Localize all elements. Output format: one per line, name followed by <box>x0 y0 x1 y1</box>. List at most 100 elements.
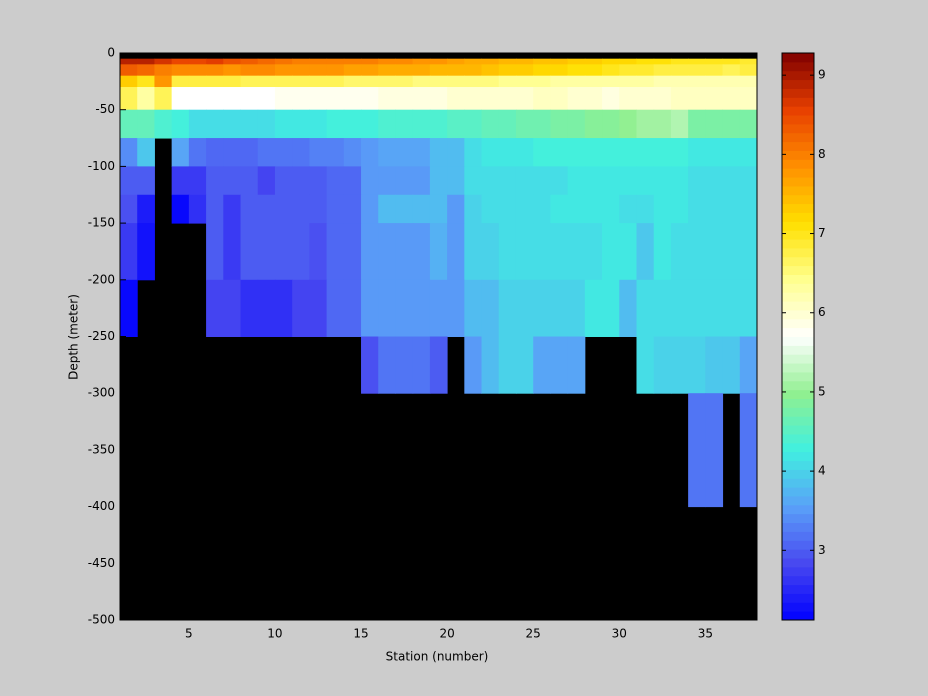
heatmap-cell <box>240 279 259 337</box>
heatmap-cell <box>464 194 483 224</box>
heatmap-cell <box>688 393 706 508</box>
heatmap-cell <box>395 87 414 111</box>
colorbar-swatch <box>782 354 814 364</box>
heatmap-cell <box>602 109 620 139</box>
heatmap-cell <box>361 109 379 139</box>
heatmap-cell <box>361 166 379 196</box>
heatmap-cell <box>223 223 242 281</box>
heatmap-cell <box>137 64 155 77</box>
x-tick-label: 30 <box>612 627 627 641</box>
heatmap-cell <box>240 138 259 167</box>
heatmap-cell <box>498 166 517 196</box>
heatmap-cell <box>722 223 741 281</box>
y-tick-label: -200 <box>88 272 115 286</box>
heatmap-cell <box>120 279 138 337</box>
colorbar-swatch <box>782 504 814 515</box>
x-tick-label: 20 <box>439 627 454 641</box>
heatmap-cell <box>722 109 741 139</box>
heatmap-cell <box>447 223 465 281</box>
heatmap-cell <box>533 336 551 394</box>
heatmap-cell <box>688 87 706 111</box>
heatmap-cell <box>447 194 465 224</box>
heatmap-cell <box>688 138 706 167</box>
heatmap-cell <box>498 279 517 337</box>
heatmap-cell <box>378 166 396 196</box>
colorbar-swatch <box>782 274 814 284</box>
heatmap-cell <box>120 58 138 65</box>
colorbar-swatch <box>782 478 814 488</box>
colorbar-swatch <box>782 141 814 151</box>
heatmap-cell <box>429 279 448 337</box>
heatmap-cell <box>584 138 603 167</box>
colorbar-swatch <box>782 602 814 612</box>
heatmap-cell <box>274 87 293 111</box>
heatmap-cell <box>326 87 345 111</box>
heatmap-cell <box>550 58 569 65</box>
heatmap-cell <box>257 64 276 77</box>
heatmap-cell <box>567 58 586 65</box>
heatmap-cell <box>240 194 259 224</box>
heatmap-cell <box>240 109 259 139</box>
heatmap-cell <box>481 166 500 196</box>
heatmap-cell <box>326 223 345 281</box>
heatmap-cell <box>722 64 741 77</box>
heatmap-cell <box>137 138 155 167</box>
heatmap-cell <box>498 223 517 281</box>
heatmap-cell <box>188 194 207 224</box>
heatmap-cell <box>498 64 517 77</box>
heatmap-cell <box>515 223 534 281</box>
heatmap-cell <box>361 64 379 77</box>
heatmap-cell <box>188 75 207 88</box>
heatmap-cell <box>429 138 448 167</box>
heatmap-cell <box>739 75 758 88</box>
heatmap-cell <box>636 58 655 65</box>
x-axis-label: Station (number) <box>386 650 489 664</box>
colorbar-swatch <box>782 460 814 470</box>
heatmap-cell <box>602 279 620 337</box>
heatmap-cell <box>378 279 396 337</box>
y-tick-label: -400 <box>88 499 115 513</box>
colorbar-swatch <box>782 540 814 550</box>
heatmap-cell <box>447 87 465 111</box>
y-tick-label: -350 <box>88 442 115 456</box>
heatmap-cell <box>343 138 362 167</box>
colorbar-tick-label: 4 <box>818 464 826 478</box>
heatmap-cell <box>481 64 500 77</box>
colorbar-swatch <box>782 70 814 81</box>
heatmap-cell <box>274 109 293 139</box>
heatmap-cell <box>688 166 706 196</box>
heatmap-cell <box>412 87 431 111</box>
heatmap-cell <box>326 64 345 77</box>
heatmap-cell <box>395 279 414 337</box>
heatmap-cell <box>550 194 569 224</box>
heatmap-cell <box>171 194 190 224</box>
y-tick-label: -300 <box>88 386 115 400</box>
heatmap-cell <box>498 336 517 394</box>
heatmap-cell <box>602 58 620 65</box>
colorbar-swatch <box>782 513 814 524</box>
heatmap-cell <box>137 87 155 111</box>
heatmap-cell <box>498 75 517 88</box>
colorbar-swatch <box>782 159 814 169</box>
heatmap-cell <box>705 393 724 508</box>
heatmap-cell <box>481 109 500 139</box>
heatmap-cell <box>137 58 155 65</box>
heatmap-cell <box>705 279 724 337</box>
heatmap-cell <box>670 194 689 224</box>
heatmap-cell <box>240 223 259 281</box>
heatmap-cell <box>395 138 414 167</box>
y-tick-label: -500 <box>88 613 115 627</box>
heatmap-cell <box>653 109 672 139</box>
heatmap-cell <box>412 279 431 337</box>
colorbar-tick-label: 8 <box>818 147 826 161</box>
heatmap-cell <box>257 87 276 111</box>
heatmap-cell <box>429 75 448 88</box>
heatmap-cell <box>223 279 242 337</box>
heatmap-cell <box>636 223 655 281</box>
heatmap-cell <box>722 75 741 88</box>
heatmap-cell <box>705 75 724 88</box>
colorbar-swatch <box>782 88 814 98</box>
heatmap-cell <box>429 223 448 281</box>
heatmap-cell <box>188 87 207 111</box>
heatmap-cell <box>705 223 724 281</box>
